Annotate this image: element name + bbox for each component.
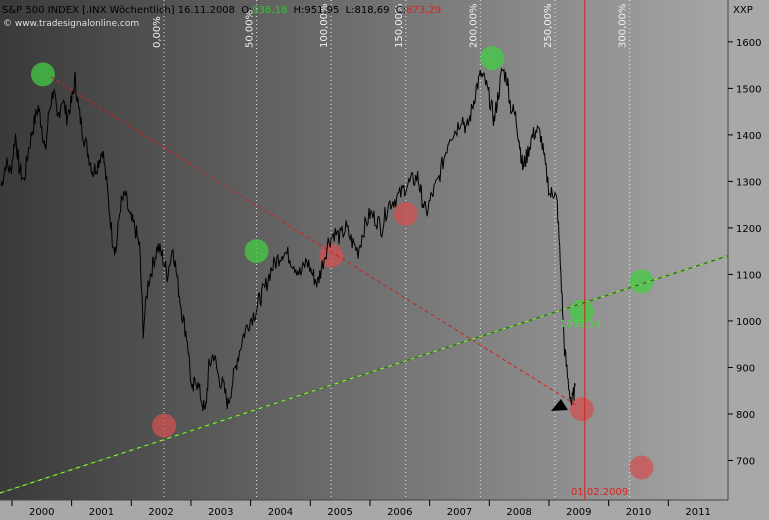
x-tick-label: 2006 — [387, 507, 412, 518]
header-line: S&P 500 INDEX [.INX Wöchentlich] 16.11.2… — [2, 5, 441, 16]
x-tick-label: 2008 — [506, 507, 531, 518]
y-tick-label: 1500 — [736, 84, 761, 95]
percent-label: 300,00% — [618, 4, 629, 49]
y-tick-label: 900 — [736, 363, 755, 374]
plot-background — [0, 0, 728, 500]
green-marker — [480, 46, 505, 71]
x-tick-label: 2004 — [268, 507, 293, 518]
currency-label: XXP — [733, 5, 753, 16]
source-copyright: © www.tradesignalonline.com — [3, 19, 139, 29]
percent-labels: 0,00% 50,00% 100,00% 150,00% 200,00% 250,00% 3… — [152, 4, 628, 49]
open-value: 936,18 — [252, 5, 287, 16]
y-tick-label: 1600 — [736, 38, 761, 49]
x-tick-label: 2009 — [566, 507, 591, 518]
trend-lines — [0, 0, 729, 500]
x-tick-label: 2003 — [208, 507, 233, 518]
percent-label: 50,00% — [245, 10, 256, 48]
red-marker — [629, 455, 654, 480]
red-marker — [569, 397, 594, 422]
price-series — [0, 67, 576, 412]
y-tick-label: 1100 — [736, 270, 761, 281]
percent-label: 200,00% — [468, 4, 479, 49]
y-tick-label: 1200 — [736, 224, 761, 235]
y-tick-label: 700 — [736, 456, 755, 467]
high-value: H:951,95 — [294, 5, 340, 16]
date-marker-label: 01.02.2009 — [571, 487, 628, 498]
last-price-arrow — [551, 399, 568, 411]
price-line — [0, 67, 576, 412]
x-tick-label: 2011 — [685, 507, 710, 518]
x-tick-label: 2007 — [447, 507, 472, 518]
chart-title: S&P 500 INDEX [.INX Wöchentlich] 16.11.2… — [2, 5, 235, 16]
x-tick-label: 2005 — [327, 507, 352, 518]
green-marker — [244, 239, 269, 264]
red-marker — [393, 201, 418, 226]
x-tick-label: 2001 — [89, 507, 114, 518]
x-tick-label: 2000 — [29, 507, 54, 518]
y-tick-label: 1000 — [736, 317, 761, 328]
y-tick-label: 1300 — [736, 177, 761, 188]
open-label: O: — [241, 5, 252, 16]
x-tick-label: 2002 — [148, 507, 173, 518]
y-axis-panel — [728, 0, 769, 520]
red-marker — [319, 243, 344, 268]
support-line — [0, 255, 729, 494]
x-axis-panel — [0, 500, 769, 520]
percent-label: 250,00% — [543, 4, 554, 49]
x-tick-label: 2010 — [626, 507, 651, 518]
y-axis-ticks: 700 800 900 1000 1100 1200 1300 1400 1500 1600 — [728, 38, 761, 467]
percent-label: 150,00% — [394, 4, 405, 49]
green-marker — [30, 62, 55, 87]
close-value: 873,29 — [406, 5, 441, 16]
close-label: C: — [396, 5, 406, 16]
percent-label: 0,00% — [152, 16, 163, 48]
green-marker — [629, 269, 654, 294]
marker-layer — [30, 46, 654, 480]
x-axis-ticks: 2000 2001 2002 2003 2004 2005 2006 2007 2008 2009… — [11, 500, 711, 518]
resistance-line — [50, 76, 577, 406]
low-value: L:818,69 — [346, 5, 390, 16]
red-marker — [152, 413, 177, 438]
y-tick-label: 800 — [736, 410, 755, 421]
percent-label: 100,00% — [319, 4, 330, 49]
y-tick-label: 1400 — [736, 131, 761, 142]
price-label-1052: 1052,14 — [560, 319, 601, 330]
